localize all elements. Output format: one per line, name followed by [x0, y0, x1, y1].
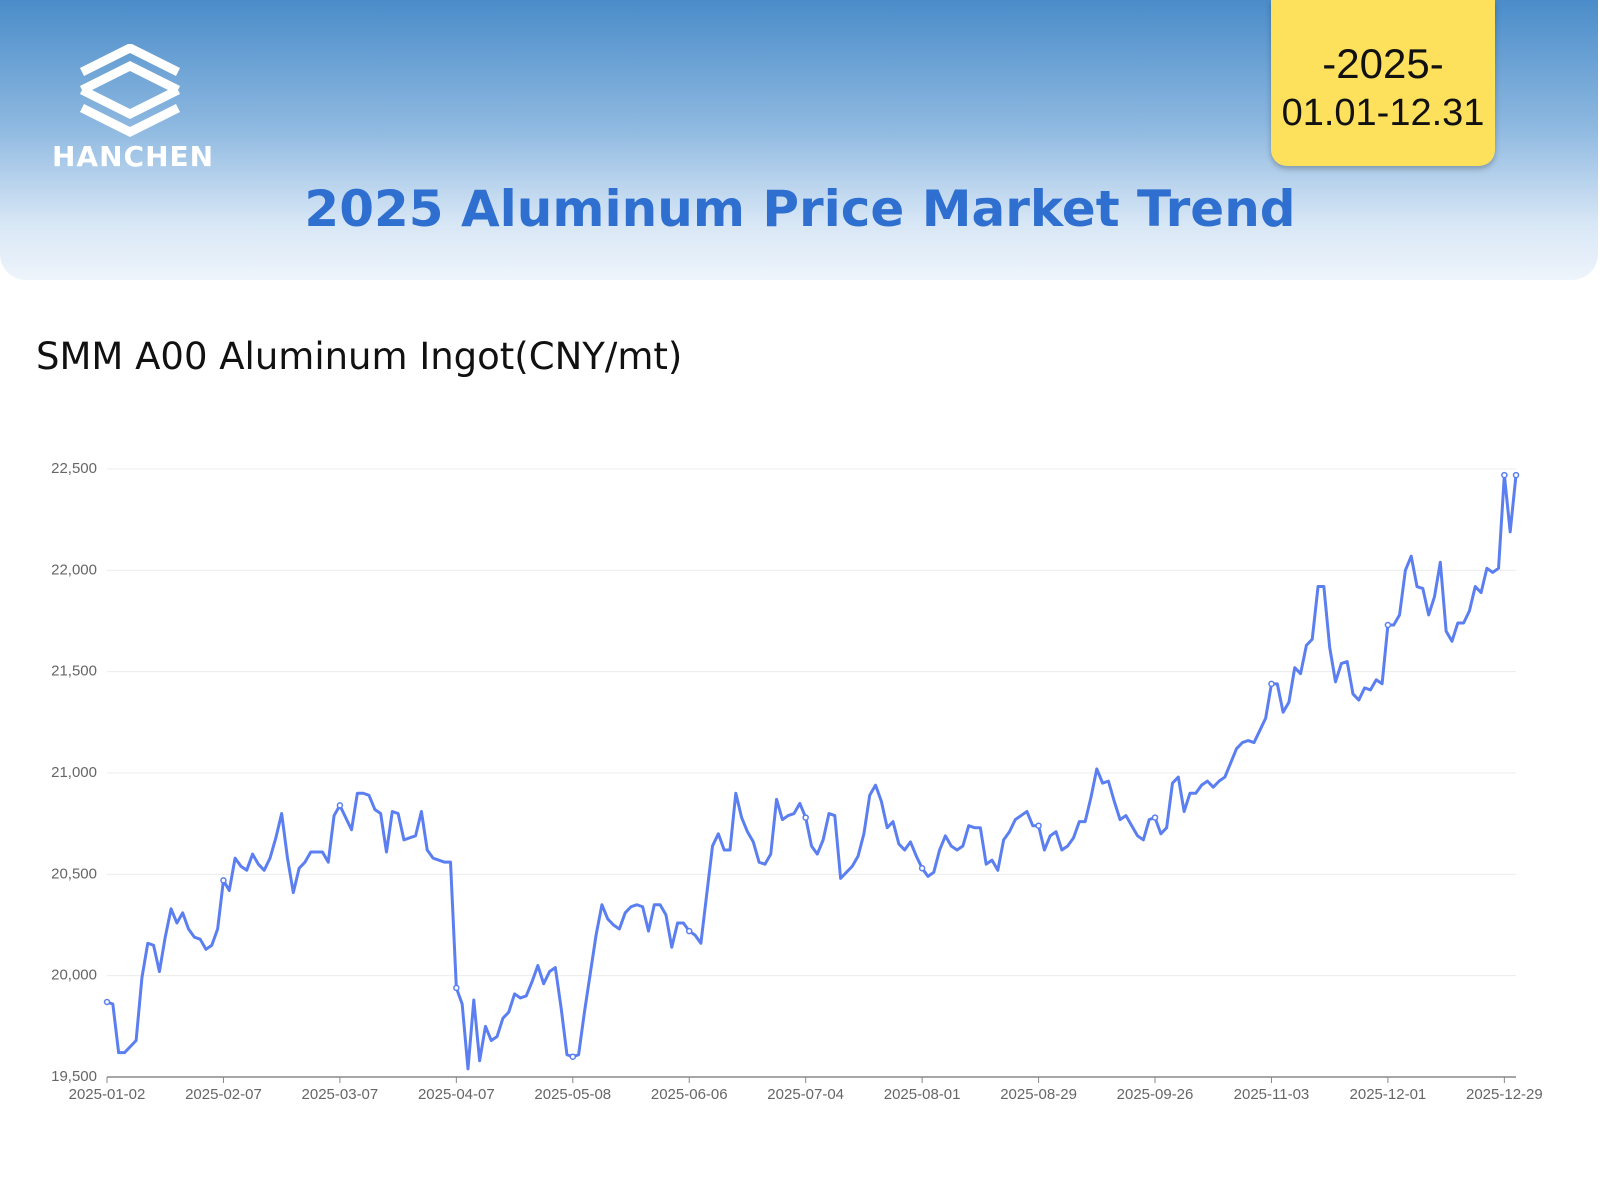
- x-tick-label: 2025-04-07: [418, 1086, 495, 1103]
- point-marker: [918, 865, 926, 872]
- chart-title: SMM A00 Aluminum Ingot(CNY/mt): [36, 335, 683, 378]
- point-marker: [103, 998, 111, 1006]
- x-tick-label: 2025-03-07: [302, 1086, 379, 1103]
- point-marker: [685, 927, 693, 935]
- x-tick-label: 2025-01-02: [69, 1086, 146, 1103]
- y-tick-label: 21,500: [51, 663, 97, 680]
- x-tick-label: 2025-08-01: [884, 1086, 961, 1103]
- x-tick-label: 2025-06-06: [651, 1086, 728, 1103]
- x-tick-label: 2025-11-03: [1234, 1086, 1310, 1103]
- point-marker: [569, 1053, 577, 1060]
- point-marker: [336, 802, 344, 809]
- x-tick-label: 2025-07-04: [767, 1086, 844, 1103]
- x-tick-label: 2025-05-08: [534, 1086, 611, 1103]
- x-tick-label: 2025-09-26: [1117, 1086, 1194, 1103]
- point-marker: [220, 877, 227, 884]
- point-marker: [802, 814, 809, 821]
- y-tick-label: 22,500: [51, 460, 97, 477]
- x-tick-label: 2025-12-01: [1350, 1086, 1427, 1103]
- point-marker: [1501, 471, 1508, 479]
- point-marker: [1035, 822, 1042, 829]
- point-marker: [1384, 621, 1392, 629]
- badge-year: -2025-: [1322, 40, 1444, 87]
- x-tick-label: 2025-02-07: [185, 1086, 262, 1103]
- page-title: 2025 Aluminum Price Market Trend: [304, 180, 1296, 238]
- y-tick-label: 20,000: [51, 967, 97, 984]
- x-tick-label: 2025-08-29: [1000, 1086, 1077, 1103]
- y-tick-label: 22,000: [51, 561, 97, 578]
- date-badge: -2025- 01.01-12.31: [1271, 0, 1495, 166]
- logo-text: HANCHEN: [52, 140, 215, 173]
- logo: [79, 44, 181, 138]
- point-marker: [1512, 471, 1520, 479]
- x-tick-label: 2025-12-29: [1466, 1086, 1543, 1103]
- point-marker: [1151, 814, 1159, 821]
- y-tick-label: 19,500: [51, 1068, 97, 1085]
- y-tick-label: 20,500: [51, 865, 97, 882]
- point-marker: [1268, 680, 1275, 688]
- point-marker: [453, 984, 460, 992]
- y-tick-label: 21,000: [51, 764, 97, 781]
- price-line: [106, 473, 1518, 1071]
- badge-range: 01.01-12.31: [1281, 92, 1485, 134]
